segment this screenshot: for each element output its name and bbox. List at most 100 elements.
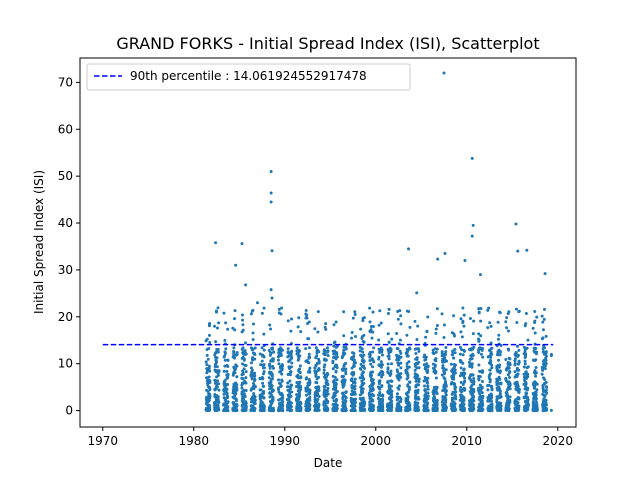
data-point bbox=[299, 402, 303, 406]
data-point bbox=[544, 403, 548, 407]
data-point bbox=[353, 400, 357, 404]
data-point bbox=[214, 359, 218, 363]
data-point bbox=[434, 371, 438, 375]
data-point bbox=[231, 401, 235, 405]
data-point bbox=[535, 388, 539, 392]
data-point bbox=[451, 396, 455, 400]
data-point bbox=[260, 346, 264, 350]
data-point bbox=[513, 370, 517, 374]
data-point bbox=[414, 377, 418, 381]
data-point bbox=[305, 359, 309, 363]
data-point bbox=[549, 354, 553, 358]
data-point bbox=[390, 399, 394, 403]
data-point bbox=[499, 409, 503, 413]
data-point bbox=[231, 395, 235, 399]
data-point bbox=[545, 391, 549, 395]
data-point bbox=[444, 389, 448, 393]
data-point bbox=[424, 406, 428, 410]
data-point bbox=[261, 404, 265, 408]
data-point bbox=[534, 366, 538, 370]
data-point bbox=[243, 350, 247, 354]
data-point bbox=[324, 322, 328, 326]
data-point bbox=[461, 361, 465, 365]
data-point bbox=[408, 325, 412, 329]
data-point bbox=[542, 376, 546, 380]
data-point bbox=[222, 392, 226, 396]
data-point bbox=[271, 366, 275, 370]
data-point bbox=[270, 390, 274, 394]
data-point bbox=[534, 397, 538, 401]
data-point bbox=[478, 375, 482, 379]
data-point bbox=[370, 336, 374, 340]
data-point bbox=[426, 315, 430, 319]
data-point bbox=[522, 375, 526, 379]
data-point bbox=[350, 383, 354, 387]
data-point bbox=[371, 330, 375, 334]
data-point bbox=[542, 402, 546, 406]
data-point bbox=[458, 398, 462, 402]
data-point bbox=[386, 332, 390, 336]
data-point bbox=[481, 369, 484, 373]
data-point bbox=[524, 322, 528, 326]
data-point bbox=[213, 408, 217, 412]
data-point bbox=[323, 395, 327, 399]
data-point bbox=[422, 400, 426, 404]
data-point bbox=[216, 350, 220, 354]
data-point bbox=[540, 372, 544, 376]
data-point bbox=[423, 353, 427, 357]
data-point bbox=[405, 361, 409, 365]
data-point bbox=[334, 386, 338, 390]
data-point bbox=[268, 391, 272, 395]
data-point bbox=[467, 360, 471, 364]
data-point bbox=[478, 392, 482, 396]
data-point bbox=[258, 377, 262, 381]
data-point bbox=[341, 400, 345, 404]
data-point bbox=[533, 319, 537, 323]
data-point bbox=[233, 368, 237, 372]
data-point bbox=[413, 390, 417, 394]
data-point bbox=[360, 364, 364, 368]
data-point bbox=[424, 392, 428, 396]
data-point bbox=[489, 385, 493, 389]
data-point bbox=[516, 384, 520, 388]
data-point bbox=[378, 350, 382, 354]
data-point bbox=[479, 306, 483, 310]
data-point bbox=[322, 371, 326, 375]
data-point bbox=[344, 372, 348, 376]
data-point bbox=[332, 352, 336, 356]
data-point bbox=[298, 354, 302, 358]
data-point bbox=[478, 395, 482, 399]
data-point bbox=[272, 350, 276, 354]
data-point bbox=[216, 348, 220, 352]
data-point bbox=[285, 385, 289, 389]
data-point bbox=[333, 394, 337, 398]
data-point bbox=[299, 405, 303, 409]
data-point bbox=[423, 384, 427, 388]
data-point bbox=[376, 397, 380, 400]
data-point bbox=[253, 374, 257, 378]
data-point bbox=[398, 338, 402, 342]
data-point bbox=[423, 358, 427, 362]
data-point bbox=[316, 330, 320, 334]
data-point bbox=[399, 322, 403, 326]
data-point bbox=[479, 388, 483, 392]
data-point bbox=[395, 332, 399, 336]
data-point bbox=[214, 382, 218, 386]
data-point bbox=[217, 400, 221, 404]
data-point bbox=[308, 370, 312, 374]
data-point bbox=[426, 394, 430, 398]
data-point bbox=[234, 381, 238, 385]
data-point bbox=[477, 338, 481, 342]
data-point bbox=[295, 402, 299, 406]
data-point bbox=[467, 403, 471, 407]
data-point bbox=[335, 389, 339, 393]
data-point bbox=[332, 356, 335, 360]
data-point bbox=[277, 378, 281, 382]
data-point bbox=[371, 405, 375, 409]
data-point bbox=[453, 387, 457, 391]
data-point bbox=[313, 327, 317, 331]
data-point bbox=[476, 388, 480, 392]
data-point bbox=[205, 367, 209, 371]
data-point bbox=[525, 248, 529, 252]
data-point bbox=[472, 388, 476, 392]
